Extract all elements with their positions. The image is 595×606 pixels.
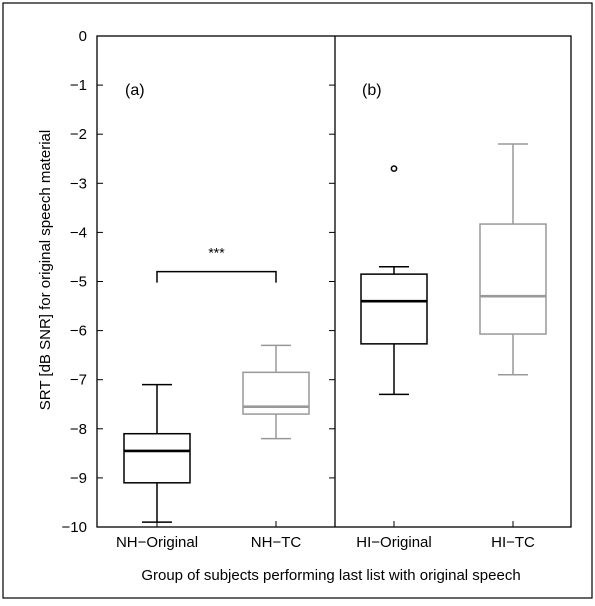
x-tick-label: NH−TC <box>251 534 302 551</box>
y-tick-label: −2 <box>70 126 87 143</box>
y-tick-label: −8 <box>70 421 87 438</box>
interquartile-box <box>360 273 428 345</box>
x-axis-label: Group of subjects performing last list w… <box>141 567 520 584</box>
interquartile-box <box>242 371 310 415</box>
marks-layer: *** <box>123 143 547 523</box>
axes-layer: 0 −1 −2 −3 −4 −5 −6 −7 −8 −9 −10 NH−Original NH−TC HI… <box>62 28 572 551</box>
significance-label: *** <box>208 245 225 261</box>
y-tick-label: −10 <box>62 519 87 536</box>
y-tick-label: −6 <box>70 323 87 340</box>
panel-label: (b) <box>362 82 382 99</box>
x-tick-label: HI−Original <box>356 534 431 551</box>
box-2 <box>242 344 310 440</box>
box-4 <box>479 143 547 376</box>
box-3 <box>360 165 428 396</box>
y-tick-label: 0 <box>79 28 87 45</box>
y-tick-label: −5 <box>70 274 87 291</box>
y-tick-label: −9 <box>70 470 87 487</box>
interquartile-box <box>479 223 547 335</box>
y-tick-label: −7 <box>70 372 87 389</box>
y-tick-label: −1 <box>70 77 87 94</box>
outer-border <box>2 2 593 599</box>
significance-bracket <box>156 270 277 283</box>
interquartile-box <box>123 432 191 484</box>
box-1 <box>123 383 191 523</box>
y-axis-label: SRT [dB SNR] for original speech materia… <box>37 130 54 410</box>
panel-label: (a) <box>125 82 145 99</box>
y-tick-label: −4 <box>70 224 87 241</box>
x-tick-label: NH−Original <box>116 534 198 551</box>
labels-layer: SRT [dB SNR] for original speech materia… <box>37 130 521 584</box>
x-tick-label: HI−TC <box>491 534 535 551</box>
y-tick-label: −3 <box>70 175 87 192</box>
outlier-point <box>390 165 398 172</box>
